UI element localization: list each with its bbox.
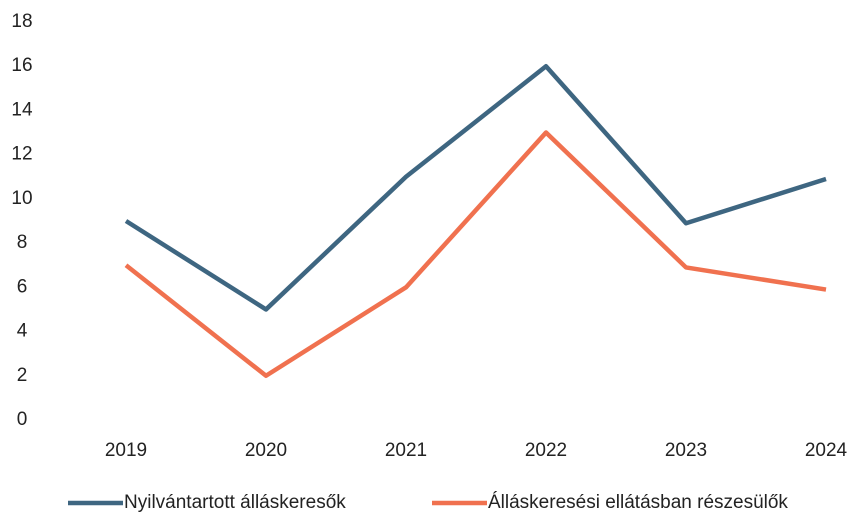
y-tick-label: 8 bbox=[17, 232, 28, 253]
y-tick-label: 18 bbox=[11, 11, 32, 32]
y-tick-label: 0 bbox=[17, 409, 28, 430]
x-tick-label: 2022 bbox=[525, 440, 567, 461]
x-tick-label: 2019 bbox=[105, 440, 147, 461]
series-line bbox=[124, 130, 827, 379]
x-tick-label: 2023 bbox=[665, 440, 707, 461]
x-tick-label: 2020 bbox=[245, 440, 287, 461]
series-line bbox=[124, 63, 827, 312]
x-tick-label: 2021 bbox=[385, 440, 427, 461]
legend-label: Álláskeresési ellátásban részesülők bbox=[488, 492, 788, 513]
y-tick-label: 4 bbox=[17, 321, 28, 342]
y-tick-label: 16 bbox=[11, 55, 32, 76]
y-tick-label: 6 bbox=[17, 276, 28, 297]
x-tick-label: 2024 bbox=[805, 440, 848, 461]
y-tick-label: 12 bbox=[11, 144, 32, 165]
y-tick-label: 14 bbox=[11, 99, 33, 120]
legend-label: Nyilvántartott álláskeresők bbox=[124, 492, 346, 513]
y-tick-label: 10 bbox=[11, 188, 32, 209]
y-tick-label: 2 bbox=[17, 365, 28, 386]
